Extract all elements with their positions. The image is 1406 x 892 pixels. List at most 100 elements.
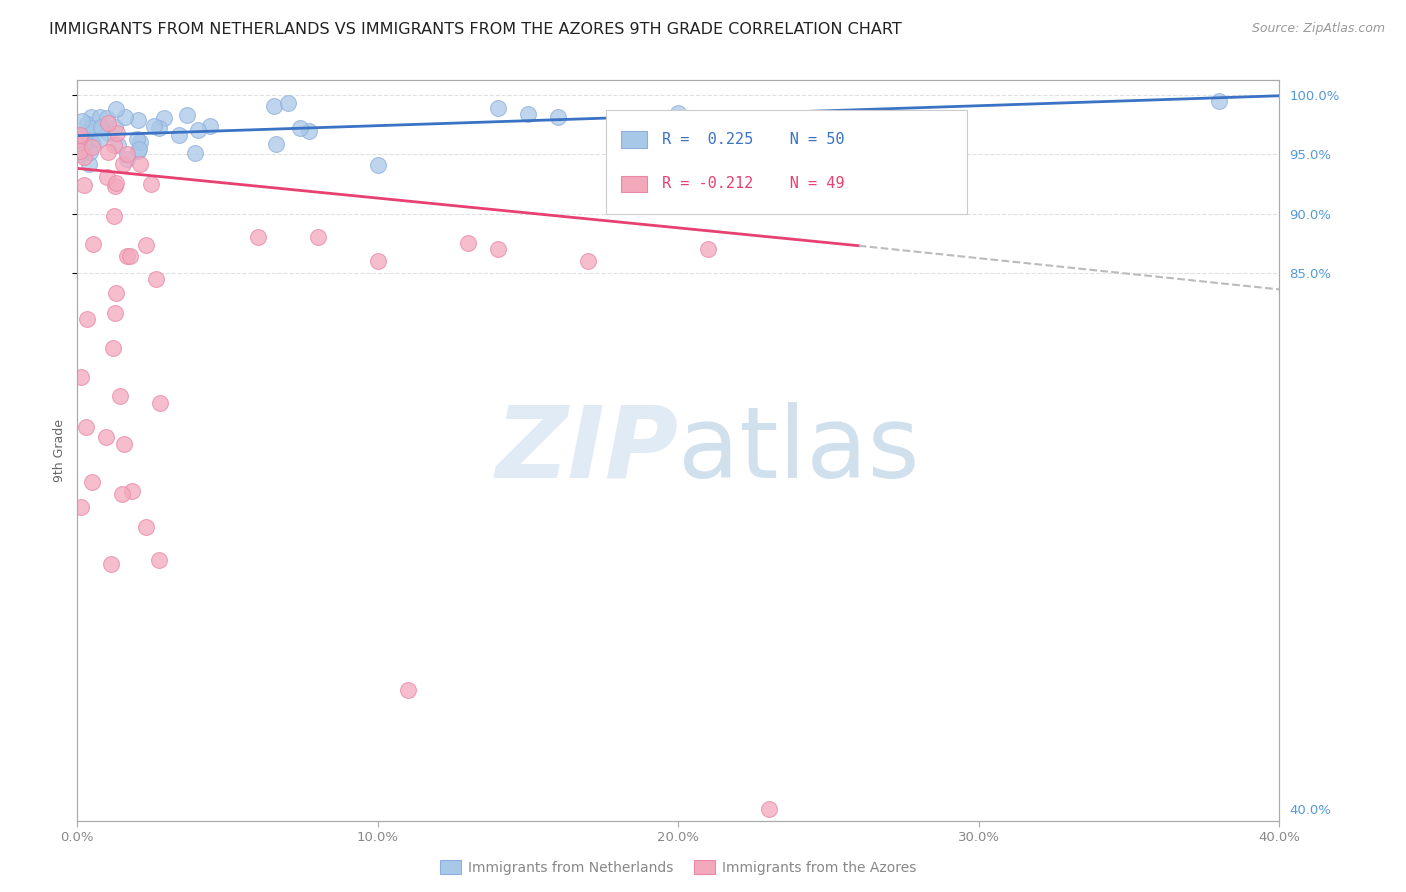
Point [263, 99, 285, 113]
Point [121, 483, 143, 498]
Point [103, 138, 125, 153]
Text: atlas: atlas [679, 402, 920, 499]
Point [105, 127, 128, 141]
Point [200, 120, 222, 134]
Point [115, 147, 138, 161]
Point [76, 420, 98, 434]
Point [104, 177, 127, 191]
Point [69, 128, 91, 143]
Point [697, 242, 720, 256]
Point [112, 436, 135, 450]
Point [70, 370, 93, 384]
Point [135, 519, 157, 533]
Point [90, 120, 112, 135]
Point [104, 306, 127, 320]
Point [115, 153, 138, 167]
Point [73, 150, 96, 164]
Point [96, 112, 118, 126]
Point [128, 142, 150, 156]
Point [148, 552, 170, 566]
Point [77, 123, 100, 137]
Point [90, 120, 112, 135]
Point [82, 137, 104, 152]
Point [104, 102, 127, 116]
Point [94, 430, 117, 444]
Point [82, 475, 104, 490]
Point [97, 145, 120, 160]
Point [96, 169, 118, 184]
Point [547, 110, 569, 124]
Point [127, 113, 149, 128]
Text: ZIP: ZIP [495, 402, 679, 499]
Point [396, 682, 419, 697]
Point [668, 106, 690, 120]
Point [104, 285, 127, 300]
Y-axis label: 9th Grade: 9th Grade [52, 419, 66, 482]
Point [97, 116, 120, 130]
Point [367, 158, 389, 172]
Point [79, 145, 101, 159]
Point [97, 126, 120, 140]
Point [108, 390, 131, 404]
Text: R =  0.225    N = 50: R = 0.225 N = 50 [662, 132, 844, 147]
Point [103, 341, 125, 355]
Point [80, 140, 103, 154]
Point [72, 178, 94, 192]
Point [307, 230, 329, 244]
Point [176, 108, 198, 122]
Point [149, 396, 172, 410]
Point [107, 138, 129, 153]
Point [129, 157, 152, 171]
Point [186, 123, 209, 137]
Point [120, 249, 142, 263]
Point [70, 147, 93, 161]
Point [76, 311, 98, 326]
Point [103, 209, 125, 223]
Point [69, 144, 91, 158]
Point [758, 802, 780, 816]
Point [298, 124, 321, 138]
Point [125, 132, 148, 146]
Point [82, 236, 104, 251]
Text: R = -0.212    N = 49: R = -0.212 N = 49 [662, 177, 844, 192]
Point [290, 120, 312, 135]
Point [486, 242, 509, 256]
Point [69, 129, 91, 144]
Point [517, 107, 540, 121]
Point [148, 121, 170, 136]
Point [70, 114, 93, 128]
Point [76, 117, 98, 131]
Point [80, 110, 103, 124]
Point [89, 110, 111, 124]
Legend: Immigrants from Netherlands, Immigrants from the Azores: Immigrants from Netherlands, Immigrants … [434, 855, 922, 880]
Point [79, 133, 101, 147]
Point [607, 114, 630, 128]
Point [145, 271, 167, 285]
Point [135, 237, 157, 252]
Point [77, 156, 100, 170]
Text: Source: ZipAtlas.com: Source: ZipAtlas.com [1251, 22, 1385, 36]
Point [70, 500, 93, 515]
Point [111, 487, 134, 501]
Point [89, 132, 111, 146]
Point [139, 178, 162, 192]
Point [104, 178, 127, 193]
Point [727, 136, 749, 151]
Point [73, 136, 96, 151]
Text: IMMIGRANTS FROM NETHERLANDS VS IMMIGRANTS FROM THE AZORES 9TH GRADE CORRELATION : IMMIGRANTS FROM NETHERLANDS VS IMMIGRANT… [49, 22, 903, 37]
Point [277, 95, 299, 110]
FancyBboxPatch shape [606, 110, 967, 213]
Point [69, 128, 91, 142]
Point [246, 230, 269, 244]
Point [129, 135, 152, 149]
Point [486, 101, 509, 115]
Point [69, 132, 91, 146]
Point [167, 128, 190, 143]
Point [153, 112, 176, 126]
Point [367, 254, 389, 268]
Point [142, 119, 165, 133]
Point [184, 145, 207, 160]
Point [266, 136, 288, 151]
Point [1208, 94, 1230, 108]
FancyBboxPatch shape [620, 131, 647, 148]
